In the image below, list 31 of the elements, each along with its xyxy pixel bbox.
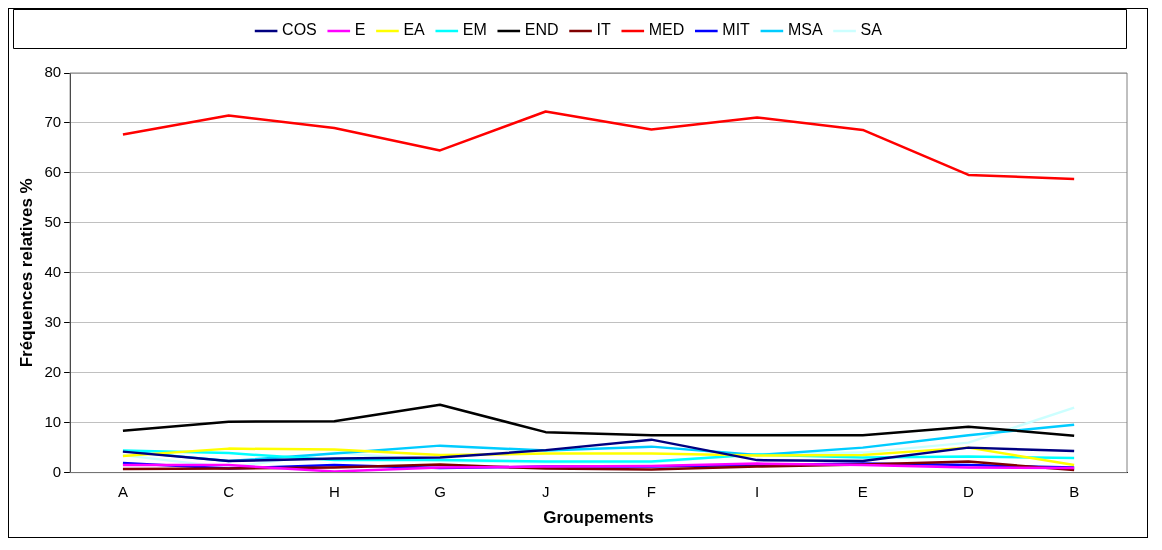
- legend-label: MED: [648, 21, 685, 39]
- x-tick-label: G: [434, 482, 446, 500]
- y-tick-label: 20: [44, 362, 62, 380]
- legend-label: IT: [596, 21, 612, 39]
- y-tick-label: 40: [44, 262, 62, 280]
- y-tick-label: 30: [44, 312, 62, 330]
- y-tick-label: 80: [44, 63, 62, 81]
- y-tick-label: 10: [44, 412, 62, 430]
- x-tick-label: F: [646, 482, 656, 500]
- x-tick-label: H: [328, 482, 340, 500]
- y-tick-label: 50: [44, 212, 62, 230]
- x-tick-label: I: [754, 482, 760, 500]
- y-axis-title: Fréquences relatives %: [16, 178, 36, 368]
- x-tick-label: A: [117, 482, 128, 500]
- legend-label: E: [354, 21, 366, 39]
- legend-label: END: [524, 21, 559, 39]
- x-tick-label: E: [857, 482, 868, 500]
- legend-label: SA: [860, 21, 883, 39]
- legend-label: EA: [403, 21, 426, 39]
- legend-label: MIT: [722, 21, 751, 39]
- legend-label: MSA: [787, 21, 823, 39]
- x-tick-label: C: [223, 482, 235, 500]
- legend-label: COS: [282, 21, 317, 39]
- x-tick-label: J: [541, 482, 550, 500]
- legend-label: EM: [462, 21, 487, 39]
- x-axis-title: Groupements: [543, 508, 654, 528]
- y-tick-label: 0: [52, 462, 62, 480]
- y-tick-label: 60: [44, 163, 62, 181]
- x-tick-label: D: [963, 482, 975, 500]
- y-tick-label: 70: [44, 113, 62, 131]
- x-tick-label: B: [1069, 482, 1080, 500]
